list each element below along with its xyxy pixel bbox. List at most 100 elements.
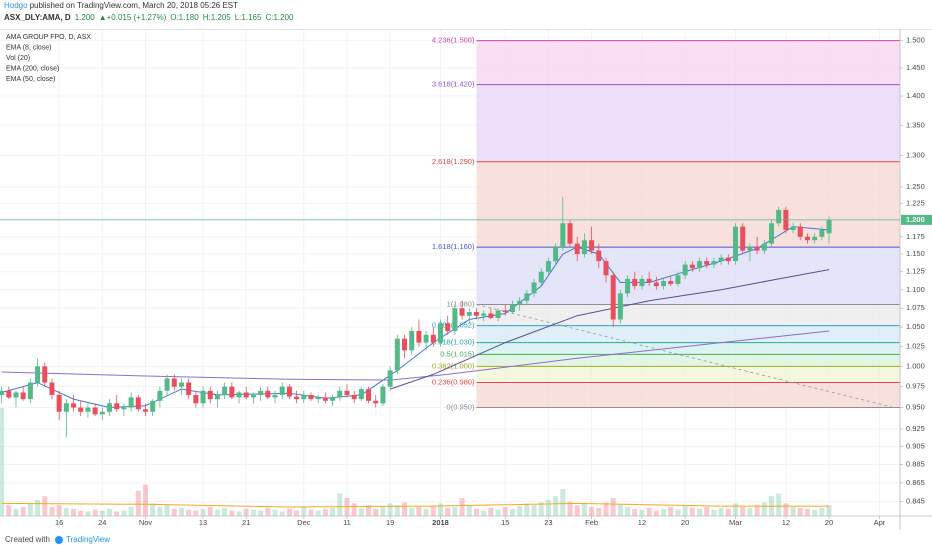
candle-body [71,403,77,408]
volume-bar [409,507,415,516]
volume-bar [394,505,400,516]
candle-body [92,407,98,415]
volume-bar [121,510,127,516]
volume-bar [517,506,523,516]
x-tick-label: 12 [638,518,646,527]
volume-bar [423,508,429,516]
fib-label: 4.236(1.500) [432,36,475,45]
volume-bar [27,503,33,516]
candle-body [236,392,242,398]
candle-body [517,300,523,305]
candle-body [617,293,623,320]
y-tick-label: 1.100 [906,285,925,294]
y-tick-label: 0.905 [906,441,925,450]
indicator-line [1,502,830,508]
candle-body [502,310,508,312]
y-tick-label: 1.050 [906,322,925,331]
candle-body [286,386,292,397]
candle-body [142,409,148,412]
candle-body [632,278,638,287]
fib-band [476,366,900,383]
candle-body [531,282,537,294]
header-rule [0,29,932,30]
volume-bar [265,507,271,516]
candle-body [581,240,587,255]
fib-band [476,84,900,162]
candle-body [272,394,278,398]
volume-bar [653,510,659,516]
volume-bar [337,493,343,516]
fib-band [476,342,900,355]
candle-body [459,308,465,316]
volume-bar [567,501,573,516]
volume-bar [589,507,595,516]
y-tick-label: 1.150 [906,249,925,258]
candle-body [560,223,566,248]
candle-body [200,390,206,404]
candle-body [574,243,580,255]
volume-bar [574,505,580,516]
volume-bar [761,502,767,516]
x-tick-label: 13 [199,518,207,527]
candle-body [13,392,19,398]
candle-body [387,370,393,387]
volume-bar [272,509,278,516]
volume-bar [826,505,832,516]
y-tick-label: 1.500 [906,36,925,45]
candle-body [733,226,739,262]
volume-bar [150,503,156,516]
candle-body [473,311,479,316]
volume-bar [56,505,62,516]
volume-bar [438,503,444,516]
candle-body [409,330,415,351]
volume-bar [473,508,479,516]
volume-bar [697,508,703,516]
volume-bar [804,508,810,516]
candle-body [186,382,192,395]
candle-body [596,250,602,262]
author[interactable]: Hodgo [4,1,28,10]
fib-band [476,304,900,326]
y-tick-label: 0.950 [906,403,925,412]
volume-bar [524,503,530,516]
last-price-box [901,214,932,225]
volume-bar [171,508,177,516]
candle-body [322,397,328,401]
candle-body [538,271,544,283]
candle-body [488,313,494,319]
volume-bar [373,508,379,516]
footer-brand[interactable]: TradingView [66,535,110,544]
candle-body [589,240,595,251]
volume-bar [797,507,803,516]
volume-bar [610,498,616,516]
ohlc-open: O:1.180 [170,13,199,22]
candle-body [107,403,113,412]
candle-body [78,407,84,412]
x-tick-label: 2018 [432,518,449,527]
volume-bar [366,505,372,516]
fib-label: 2.618(1.290) [432,157,475,166]
volume-bar [783,503,789,516]
x-tick-label: Mar [729,518,742,527]
volume-bar [502,507,508,516]
x-tick-label: 20 [681,518,689,527]
ohlc-high: H:1.205 [202,13,231,22]
volume-bar [193,510,199,516]
candle-body [812,236,818,241]
candle-body [63,403,69,412]
volume-bar [351,503,357,516]
volume-bar [330,507,336,516]
candle-body [135,397,141,410]
candle-body [524,293,530,301]
candle-body [222,386,228,395]
y-tick-label: 1.250 [906,182,925,191]
volume-bar [430,506,436,516]
volume-bar [322,508,328,516]
volume-bar [704,507,710,516]
volume-bar [402,502,408,516]
y-tick-label: 0.865 [906,478,925,487]
y-tick-label: 1.450 [906,63,925,72]
volume-bar [243,508,249,516]
